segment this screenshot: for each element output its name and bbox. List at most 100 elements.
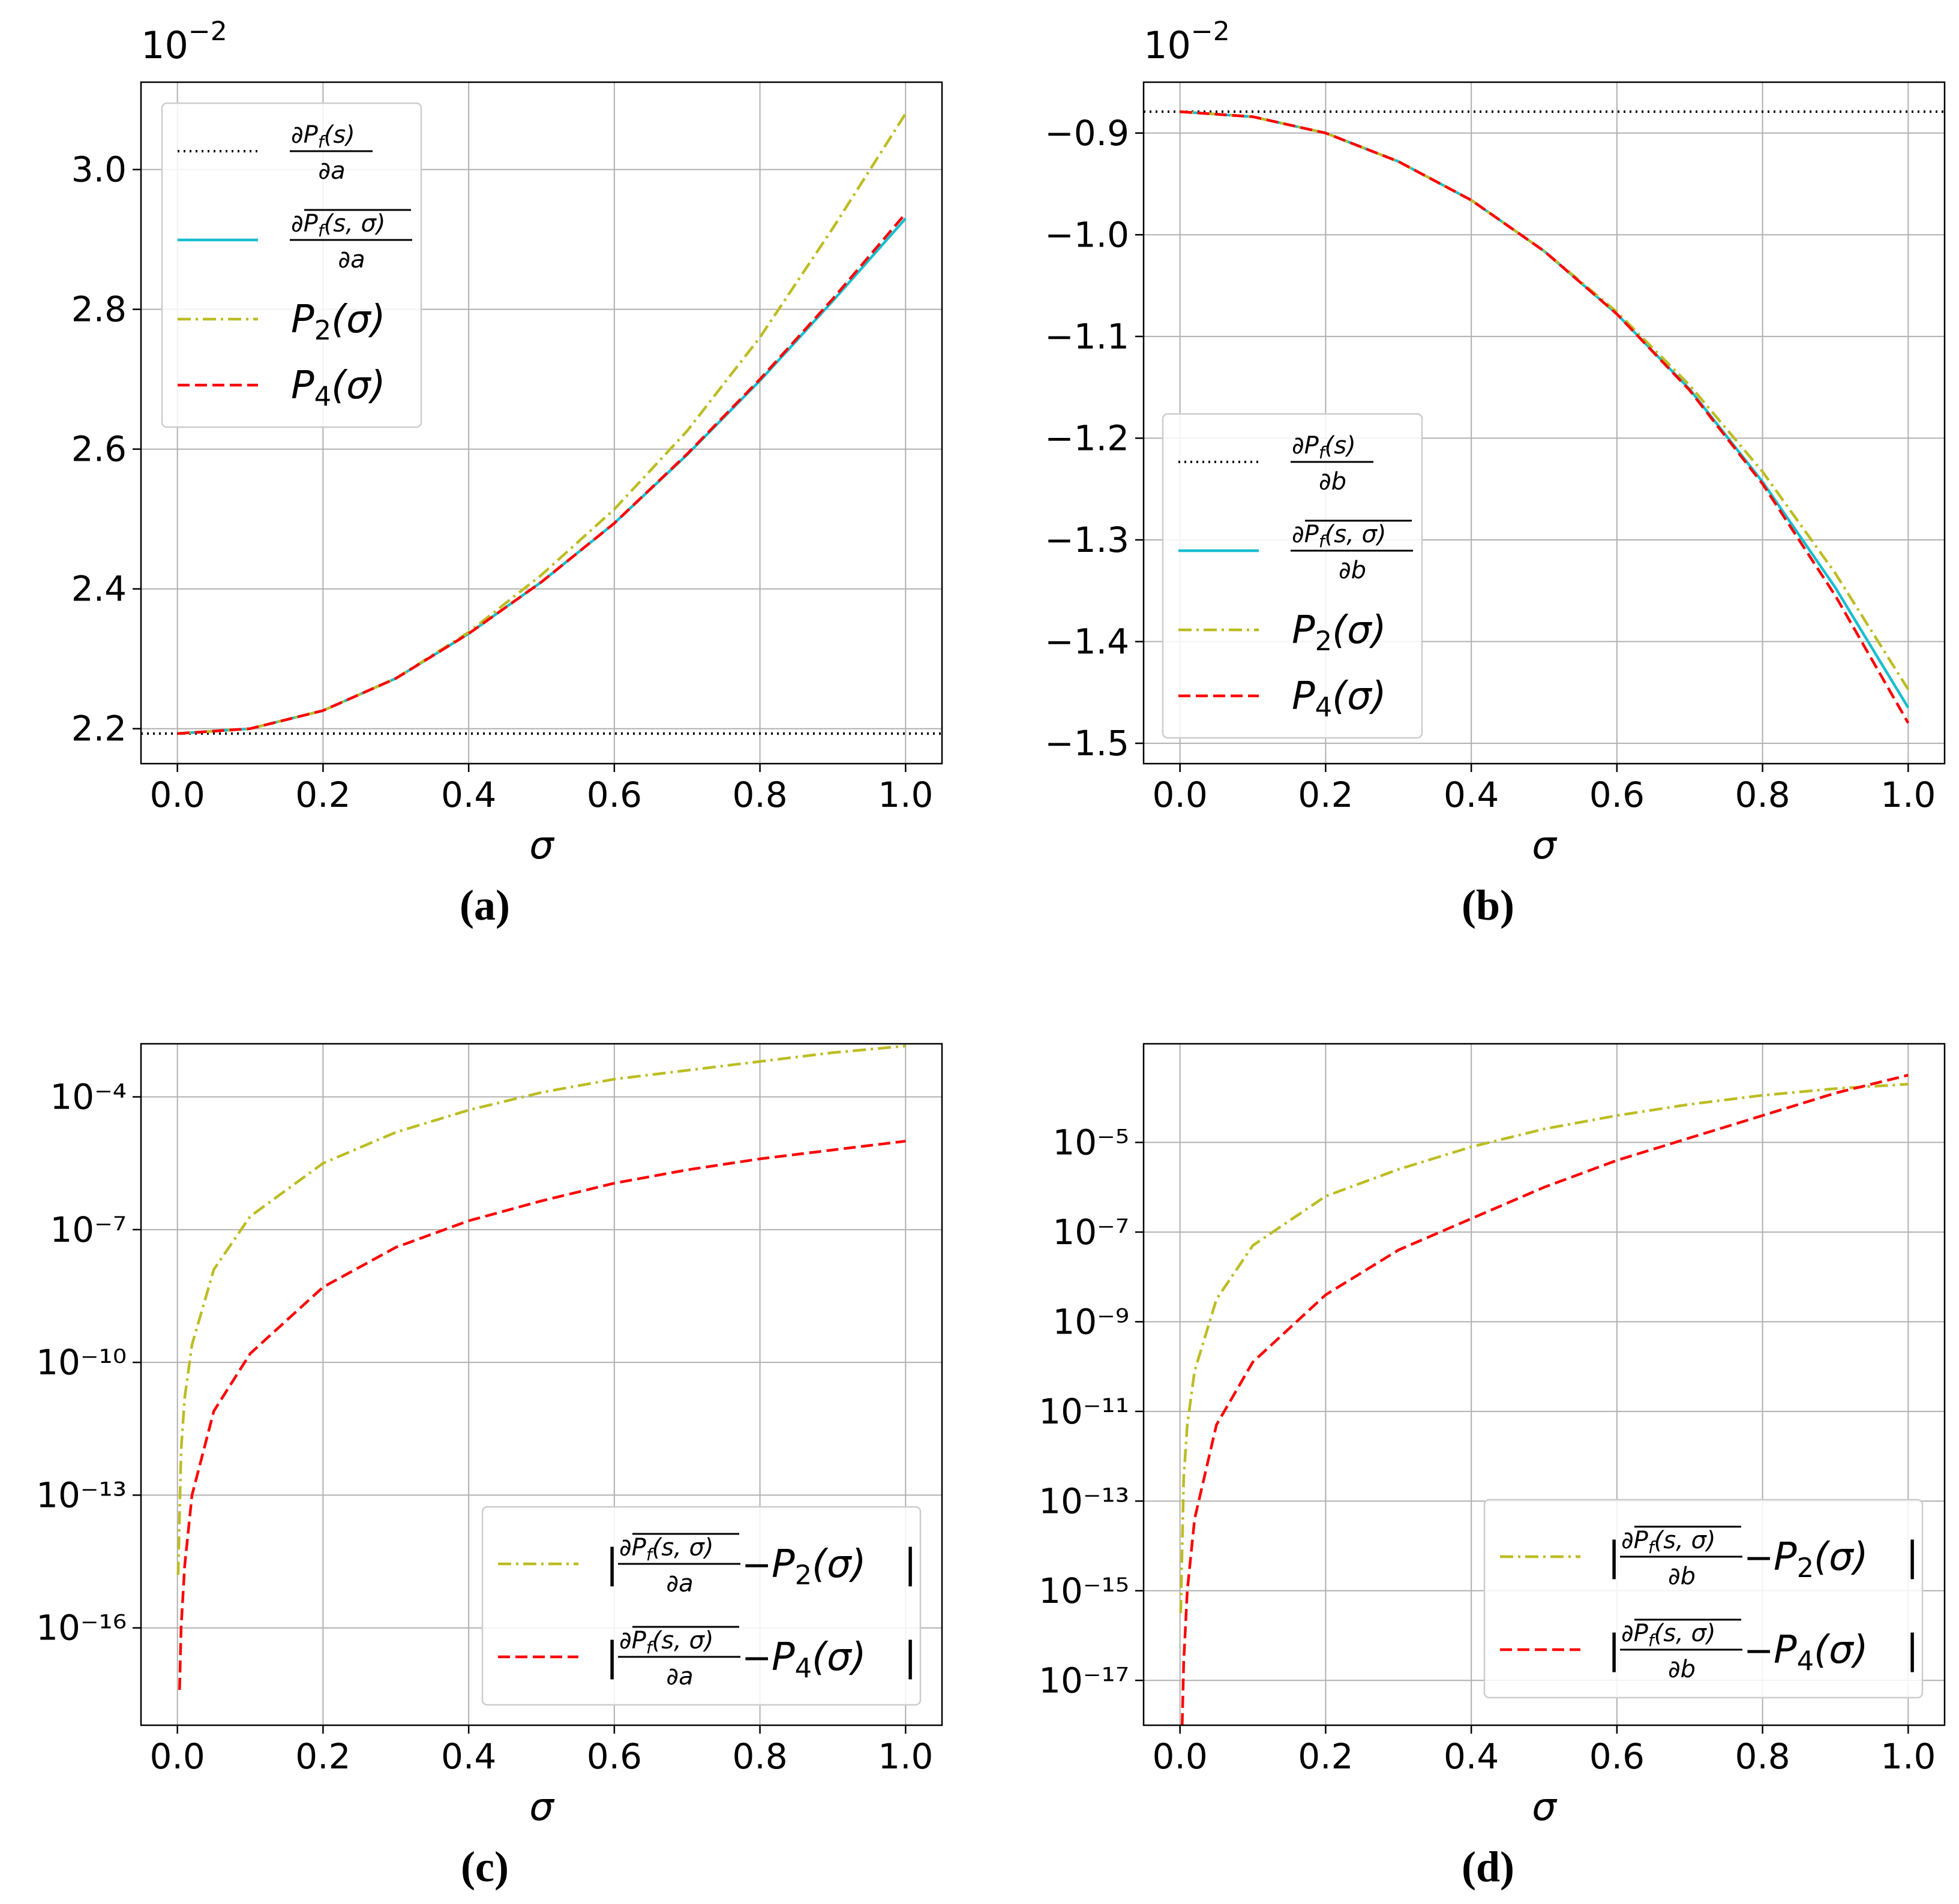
x-tick-label: 0.2	[295, 1736, 350, 1777]
panel-label: (a)	[460, 881, 510, 929]
panel-a: 0.0 0.2 0.4 0.6 0.8 1.0 2.2 2.4 2.6 2.8 3.0 10−2 σ (a…	[71, 16, 943, 929]
legend-label-reference-denominator: ∂b	[1319, 468, 1346, 495]
offset-base: 10	[1144, 23, 1191, 67]
y-tick-label: −1.1	[1045, 316, 1129, 357]
y-tick-label: −1.2	[1045, 418, 1129, 458]
legend-minus: −	[1744, 1537, 1774, 1579]
y-tick-label: 10⁻⁴	[50, 1077, 127, 1118]
label-part: (σ)	[331, 364, 386, 408]
num-part: ∂P	[619, 1627, 647, 1654]
legend-label-reference-numerator: ∂Pf(s)	[1292, 432, 1356, 463]
series-P2-line	[1179, 1083, 1909, 1614]
x-tick-label: 1.0	[878, 1736, 933, 1777]
x-tick-label: 1.0	[878, 774, 933, 815]
x-tick-label: 0.4	[441, 774, 496, 815]
y-tick-label: 10⁻¹³	[36, 1474, 127, 1515]
legend-label-P2-numerator: ∂Pf(s, σ)	[1621, 1527, 1716, 1557]
series-P4-line	[177, 212, 907, 735]
legend-label-P4-poly: P4(σ)	[772, 1635, 866, 1684]
label-part: P	[772, 1635, 795, 1680]
y-tick-label: 2.2	[71, 708, 127, 749]
legend-label-reference-numerator: ∂Pf(s)	[291, 121, 355, 152]
panel-label: (d)	[1462, 1843, 1514, 1891]
x-tick-label: 0.0	[1153, 1736, 1208, 1777]
axes-frame	[1142, 81, 1946, 765]
series-P4-line	[178, 1140, 906, 1690]
axes-frame	[1142, 1043, 1946, 1726]
y-tick-label: 10⁻¹⁷	[1039, 1660, 1129, 1701]
legend-minus: −	[1744, 1630, 1774, 1672]
label-part: (σ)	[1332, 608, 1387, 653]
y-tick-label: −1.0	[1045, 214, 1129, 255]
legend-label-exact-numerator: ∂Pf(s, σ)	[1292, 521, 1387, 551]
x-axis-label: σ	[529, 1785, 555, 1830]
label-part: 2	[314, 314, 332, 346]
num-part: (s, σ)	[324, 210, 386, 238]
label-part: (σ)	[812, 1635, 866, 1680]
panel-d: 0.0 0.2 0.4 0.6 0.8 1.0 10⁻¹⁷ 10⁻¹⁵ 10⁻¹³ 10⁻¹¹ 10…	[1039, 1043, 1946, 1891]
offset-text: 10−2	[1144, 16, 1230, 67]
legend-abs-left: |	[605, 1540, 619, 1587]
num-part: ∂P	[291, 210, 319, 238]
legend-label-P4-numerator: ∂Pf(s, σ)	[619, 1627, 714, 1657]
num-part: (s, σ)	[1654, 1527, 1716, 1554]
legend-label-reference-denominator: ∂a	[318, 157, 345, 185]
x-tick-label: 0.4	[441, 1736, 496, 1777]
legend-abs-left: |	[1607, 1533, 1621, 1579]
panel-label: (b)	[1462, 881, 1514, 929]
num-part: (s, σ)	[652, 1627, 714, 1654]
x-tick-label: 0.2	[1298, 1736, 1353, 1777]
legend-label-P4-numerator: ∂Pf(s, σ)	[1621, 1620, 1716, 1650]
label-part: (σ)	[331, 298, 386, 342]
legend-minus: −	[742, 1544, 772, 1586]
x-tick-label: 0.8	[732, 774, 787, 815]
legend-label-exact-numerator: ∂Pf(s, σ)	[291, 210, 386, 241]
label-part: 4	[1797, 1645, 1814, 1677]
legend-label-P2-denominator: ∂b	[1668, 1563, 1696, 1590]
grid-b	[1144, 82, 1945, 764]
legend-box	[1162, 413, 1423, 739]
y-tick-label: −1.4	[1045, 621, 1129, 662]
legend-label-P2-numerator: ∂Pf(s, σ)	[619, 1534, 714, 1564]
y-tick-label: 10⁻¹¹	[1039, 1391, 1129, 1432]
label-part: 4	[314, 380, 332, 412]
y-tick-label: 10⁻¹⁰	[36, 1342, 127, 1383]
y-tick-label: 2.8	[71, 289, 127, 330]
legend-label-P2-denominator: ∂a	[666, 1570, 693, 1597]
series-P2-line	[177, 113, 907, 735]
series-P2-line	[176, 1044, 906, 1575]
offset-exponent: −2	[1191, 16, 1230, 47]
x-tick-label: 0.4	[1444, 1736, 1499, 1777]
label-part: (σ)	[1814, 1535, 1868, 1579]
legend-label-P2-poly: P2(σ)	[1774, 1535, 1868, 1584]
offset-text: 10−2	[141, 16, 227, 67]
legend-box	[161, 102, 422, 428]
legend-d: | ∂Pf(s, σ)∂b − P2(σ) || ∂Pf(s, σ)∂b − P4(σ) |	[1483, 1498, 1924, 1699]
legend-abs-left: |	[1607, 1626, 1621, 1672]
label-part: 4	[1315, 691, 1333, 723]
label-part: P	[772, 1542, 795, 1587]
label-part: (σ)	[812, 1542, 866, 1587]
label-part: 2	[1797, 1552, 1814, 1584]
legend-abs-right: |	[1906, 1533, 1919, 1579]
legend-label-P4: P4(σ)	[291, 364, 386, 412]
legend-label-P2: P2(σ)	[1292, 608, 1387, 657]
y-tick-label: 10⁻⁷	[50, 1209, 127, 1250]
x-tick-label: 0.8	[732, 1736, 787, 1777]
legend-label-P2: P2(σ)	[291, 298, 386, 346]
num-part: (s)	[324, 121, 355, 149]
axes-frame	[140, 81, 943, 765]
x-tick-label: 0.6	[1589, 774, 1645, 815]
legend-abs-left: |	[605, 1633, 619, 1680]
label-part: P	[1292, 674, 1315, 719]
y-tick-label: 3.0	[71, 149, 127, 190]
label-part: P	[291, 364, 314, 408]
num-part: ∂P	[291, 121, 319, 149]
label-part: P	[1292, 608, 1315, 653]
label-part: (σ)	[1332, 674, 1387, 719]
legend-label-exact-denominator: ∂b	[1339, 557, 1366, 584]
x-tick-label: 0.2	[295, 774, 350, 815]
legend-label-P4: P4(σ)	[1292, 674, 1387, 723]
legend-box	[1483, 1498, 1924, 1699]
label-part: P	[291, 298, 314, 342]
